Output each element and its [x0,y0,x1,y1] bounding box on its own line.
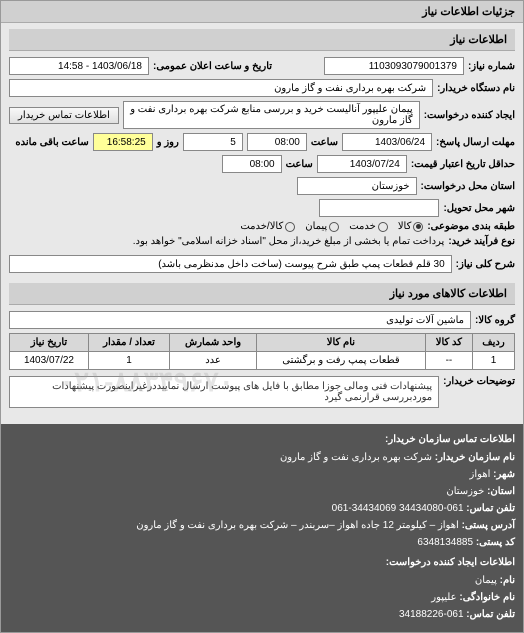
th-unit: واحد شمارش [170,334,257,352]
radio-label-khedmat: خدمت [349,221,376,232]
org-name-value: شرکت بهره برداری نفت و گاز مارون [280,452,432,463]
response-deadline-label: مهلت ارسال پاسخ: [436,137,515,148]
creator-phone-label: تلفن تماس: [466,609,515,620]
process-type-label: نوع فرآیند خرید: [448,236,515,247]
table-row: 1 -- قطعات پمپ رفت و برگشتی عدد 1 1403/0… [10,352,515,370]
subject-category-group: کالا خدمت پیمان کالا/خدمت [240,221,423,232]
radio-label-kala-khedmat: کالا/خدمت [240,221,283,232]
buyer-note-label: توضیحات خریدار: [443,376,515,387]
radio-peyman[interactable]: پیمان [305,221,339,232]
response-days: 5 [183,133,243,151]
need-number-value: 1103093079001379 [324,57,464,75]
org-name-label: نام سازمان خریدار: [435,452,515,463]
remaining-label: ساعت باقی مانده [15,137,88,148]
general-info-header: اطلاعات نیاز [9,29,515,51]
postal-address-label: آدرس پستی: [462,520,515,531]
delivery-city-label: شهر محل تحویل: [443,203,515,214]
td-row: 1 [473,352,515,370]
price-validity-time: 08:00 [222,155,282,173]
subject-category-label: طبقه بندی موضوعی: [427,221,515,232]
city-value: اهواز [470,469,491,480]
contact-section: اطلاعات تماس سازمان خریدار: نام سازمان خ… [1,424,523,632]
price-validity-label: حداقل تاریخ اعتبار قیمت: [411,159,515,170]
announce-date-label: تاریخ و ساعت اعلان عمومی: [153,61,272,72]
radio-dot-kala [413,222,423,232]
radio-label-peyman: پیمان [305,221,327,232]
postal-code-label: کد پستی: [476,537,515,548]
table-header-row: ردیف کد کالا نام کالا واحد شمارش تعداد /… [10,334,515,352]
province-contact-value: خوزستان [446,486,484,497]
td-qty: 1 [88,352,169,370]
time-label-1: ساعت [311,137,338,148]
creator-family-label: نام خانوادگی: [459,592,515,603]
time-label-2: ساعت [286,159,313,170]
phone-label: تلفن تماس: [466,503,515,514]
response-deadline-date: 1403/06/24 [342,133,432,151]
buyer-device-value: شرکت بهره برداری نفت و گاز مارون [9,79,433,97]
need-number-label: شماره نیاز: [468,61,515,72]
th-qty: تعداد / مقدار [88,334,169,352]
province-value: خوزستان [297,177,417,195]
radio-dot-peyman [329,222,339,232]
radio-dot-khedmat [378,222,388,232]
radio-kala-khedmat[interactable]: کالا/خدمت [240,221,295,232]
province-label: استان محل درخواست: [421,181,515,192]
remaining-time: 16:58:25 [93,133,153,151]
province-contact-label: استان: [487,486,515,497]
need-key-label: شرح کلی نیاز: [456,259,515,270]
delivery-city-value [319,199,439,217]
radio-dot-kala-khedmat [285,222,295,232]
td-name: قطعات پمپ رفت و برگشتی [257,352,426,370]
group-value: ماشین آلات تولیدی [9,311,471,329]
th-code: کد کالا [425,334,472,352]
creator-name-label: نام: [500,575,515,586]
announce-date-value: 1403/06/18 - 14:58 [9,57,149,75]
phone-value: 061-34434080 34434069-061 [332,503,464,514]
buyer-contact-button[interactable]: اطلاعات تماس خریدار [9,107,119,124]
creator-name-value: پیمان [475,575,497,586]
city-label: شهر: [493,469,515,480]
th-date: تاریخ نیاز [10,334,89,352]
creator-header: اطلاعات ایجاد کننده درخواست: [9,555,515,571]
td-code: -- [425,352,472,370]
radio-label-kala: کالا [398,221,412,232]
contact-header: اطلاعات تماس سازمان خریدار: [9,432,515,448]
group-label: گروه کالا: [475,315,515,326]
td-unit: عدد [170,352,257,370]
td-date: 1403/07/22 [10,352,89,370]
page-title: جزئیات اطلاعات نیاز [1,1,523,23]
need-key-value: 30 قلم قطعات پمپ طبق شرح پیوست (ساخت داخ… [9,255,452,273]
buyer-note-value: پیشنهادات فنی ومالی جوزا مطابق با فایل ه… [9,376,439,408]
buyer-device-label: نام دستگاه خریدار: [437,83,515,94]
days-label: روز و [157,137,179,148]
radio-khedmat[interactable]: خدمت [349,221,388,232]
price-validity-date: 1403/07/24 [317,155,407,173]
creator-family-value: علیپور [431,592,456,603]
request-creator-label: ایجاد کننده درخواست: [424,110,515,121]
postal-address-value: اهواز – کیلومتر 12 جاده اهواز –سربندر – … [136,520,459,531]
th-row: ردیف [473,334,515,352]
request-creator-value: پیمان علیپور آنالیست خرید و بررسی منابع … [123,101,420,129]
items-info-header: اطلاعات کالاهای مورد نیاز [9,283,515,305]
postal-code-value: 6348134885 [417,537,473,548]
creator-phone-value: 061-34188226 [399,609,464,620]
th-name: نام کالا [257,334,426,352]
process-type-value: پرداخت تمام یا بخشی از مبلغ خرید،از محل … [133,236,445,247]
items-table: ردیف کد کالا نام کالا واحد شمارش تعداد /… [9,333,515,370]
radio-kala[interactable]: کالا [398,221,424,232]
response-deadline-time: 08:00 [247,133,307,151]
